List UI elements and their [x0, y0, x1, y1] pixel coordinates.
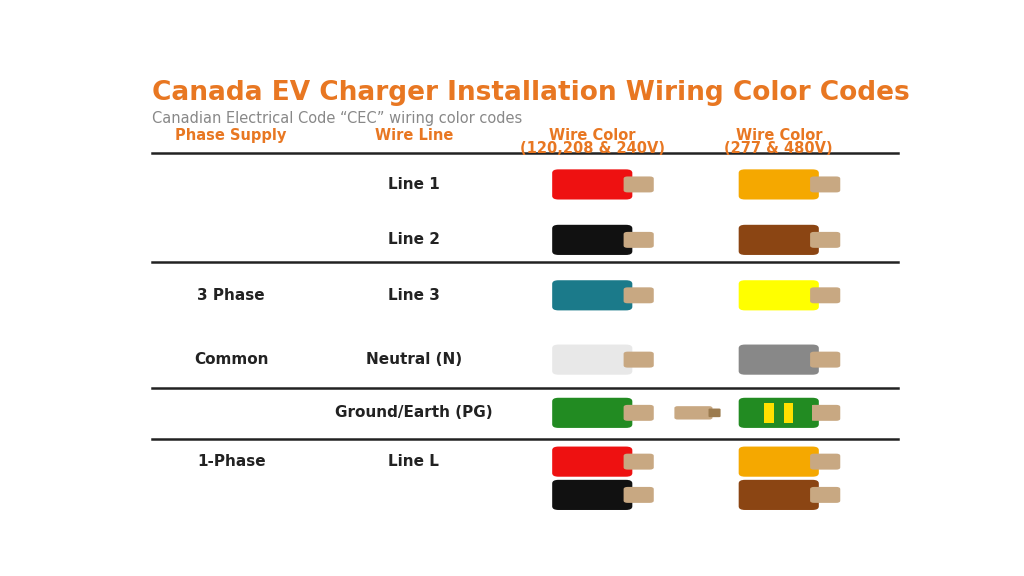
FancyBboxPatch shape [810, 487, 841, 503]
FancyBboxPatch shape [738, 480, 819, 510]
FancyBboxPatch shape [803, 401, 812, 425]
FancyBboxPatch shape [810, 232, 841, 248]
Text: Wire Color: Wire Color [549, 128, 636, 143]
FancyBboxPatch shape [552, 225, 633, 255]
FancyBboxPatch shape [552, 480, 633, 510]
Text: Canadian Electrical Code “CEC” wiring color codes: Canadian Electrical Code “CEC” wiring co… [152, 111, 522, 126]
FancyBboxPatch shape [738, 398, 819, 428]
Text: Common: Common [194, 352, 268, 367]
FancyBboxPatch shape [810, 351, 841, 367]
FancyBboxPatch shape [552, 169, 633, 199]
FancyBboxPatch shape [552, 398, 633, 428]
Polygon shape [764, 403, 774, 423]
FancyBboxPatch shape [738, 281, 819, 310]
Text: 3 Phase: 3 Phase [198, 288, 265, 303]
Text: (277 & 480V): (277 & 480V) [724, 141, 834, 156]
FancyBboxPatch shape [738, 344, 819, 375]
FancyBboxPatch shape [810, 176, 841, 192]
FancyBboxPatch shape [810, 454, 841, 469]
Text: (120,208 & 240V): (120,208 & 240V) [520, 141, 665, 156]
Text: Canada EV Charger Installation Wiring Color Codes: Canada EV Charger Installation Wiring Co… [152, 80, 909, 106]
Text: Line 3: Line 3 [388, 288, 439, 303]
FancyBboxPatch shape [745, 401, 755, 425]
FancyBboxPatch shape [624, 351, 653, 367]
Text: Line 1: Line 1 [388, 177, 439, 192]
FancyBboxPatch shape [738, 169, 819, 199]
FancyBboxPatch shape [552, 281, 633, 310]
Text: 1-Phase: 1-Phase [197, 454, 265, 469]
Polygon shape [803, 403, 812, 423]
FancyBboxPatch shape [738, 446, 819, 477]
FancyBboxPatch shape [552, 344, 633, 375]
FancyBboxPatch shape [552, 446, 633, 477]
FancyBboxPatch shape [624, 454, 653, 469]
Text: Neutral (N): Neutral (N) [366, 352, 462, 367]
Text: Line L: Line L [388, 454, 439, 469]
FancyBboxPatch shape [810, 405, 841, 421]
Text: Line 2: Line 2 [388, 232, 439, 247]
FancyBboxPatch shape [738, 225, 819, 255]
FancyBboxPatch shape [624, 232, 653, 248]
Polygon shape [745, 403, 755, 423]
Text: Ground/Earth (PG): Ground/Earth (PG) [335, 406, 493, 420]
FancyBboxPatch shape [675, 406, 713, 419]
FancyBboxPatch shape [624, 287, 653, 304]
FancyBboxPatch shape [624, 405, 653, 421]
Text: Wire Line: Wire Line [375, 128, 453, 143]
FancyBboxPatch shape [709, 408, 721, 417]
Text: Wire Color: Wire Color [735, 128, 822, 143]
Polygon shape [783, 403, 794, 423]
FancyBboxPatch shape [810, 287, 841, 304]
FancyBboxPatch shape [624, 487, 653, 503]
Text: Phase Supply: Phase Supply [175, 128, 287, 143]
FancyBboxPatch shape [624, 176, 653, 192]
